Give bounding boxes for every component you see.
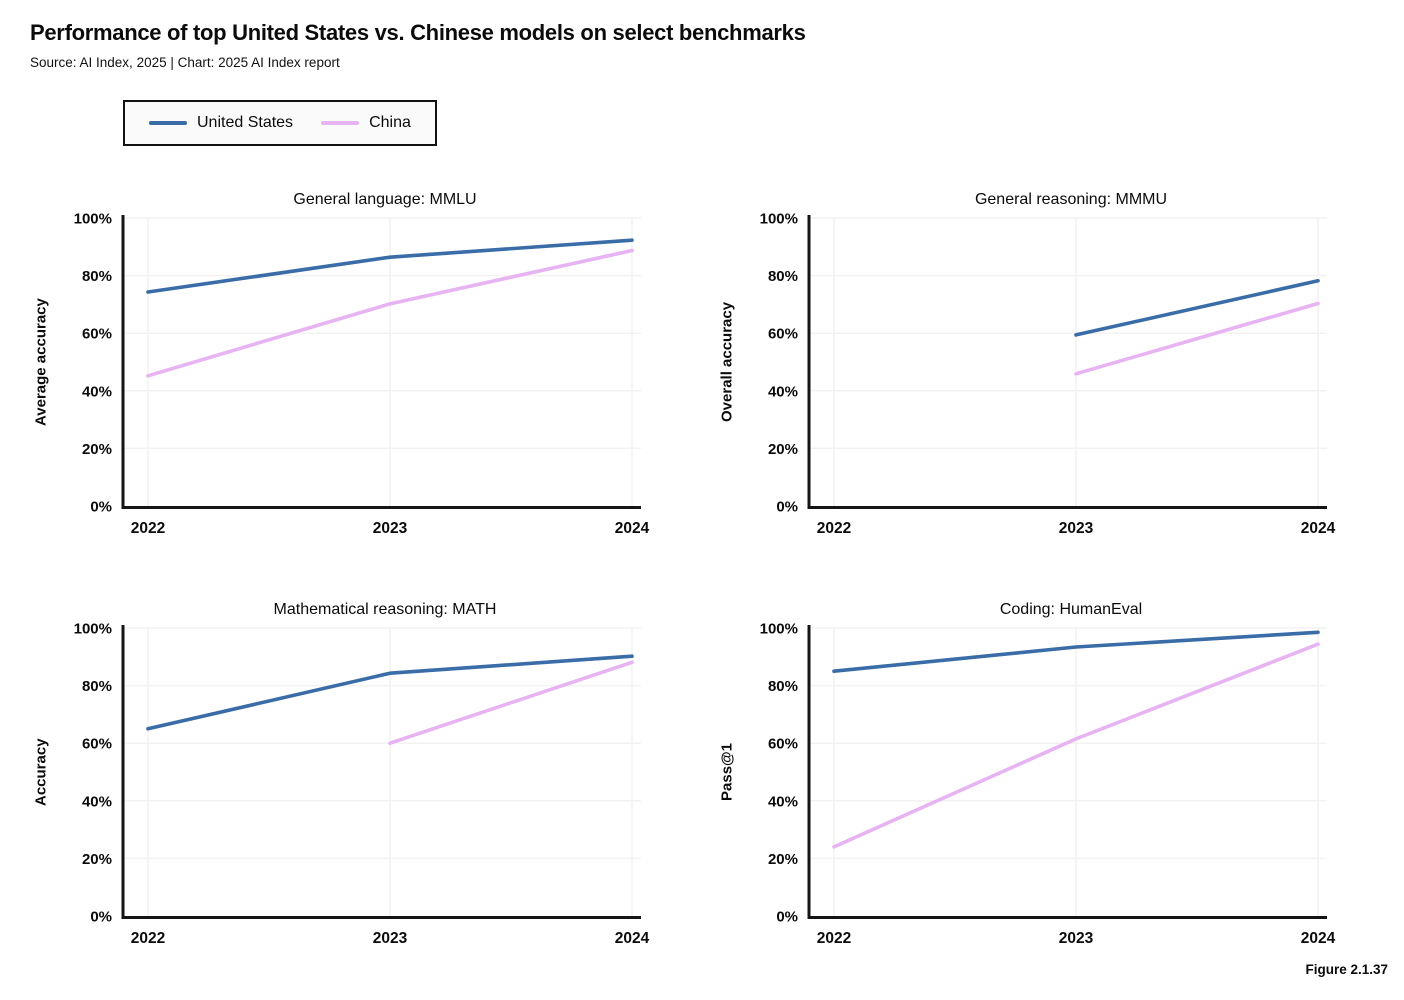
y-tick-label: 80% (82, 678, 112, 695)
y-tick-label: 60% (82, 736, 112, 753)
y-tick-label: 0% (90, 499, 112, 516)
data-line-china (832, 642, 1320, 849)
data-line-china (1074, 301, 1320, 376)
x-tick-label: 2024 (1301, 930, 1336, 947)
y-tick-label: 100% (74, 621, 112, 638)
y-tick-label: 40% (768, 793, 798, 810)
y-tick-label: 0% (776, 499, 798, 516)
chart-title-mmmu: General reasoning: MMMU (974, 191, 1168, 208)
y-tick-label: 100% (74, 211, 112, 228)
chart-humaneval: 0% 20% 40% 60% 80% 100% 2022 2023 2024 (760, 621, 1336, 948)
data-line-united-states (146, 238, 634, 294)
chart-legend: United States China (123, 100, 437, 146)
x-tick-label: 2023 (1059, 930, 1094, 947)
data-line-china (388, 660, 634, 745)
y-tick-label: 20% (768, 441, 798, 458)
x-tick-label: 2023 (373, 930, 408, 947)
x-tick-label: 2023 (373, 520, 408, 537)
legend-label: China (369, 114, 411, 131)
china-line-swatch-icon (321, 121, 360, 125)
y-tick-label: 0% (90, 909, 112, 926)
x-tick-label: 2022 (817, 930, 851, 947)
y-tick-label: 60% (82, 326, 112, 343)
figure-label: Figure 2.1.37 (1305, 962, 1388, 977)
chart-title-math: Mathematical reasoning: MATH (273, 601, 497, 618)
data-line-united-states (146, 654, 634, 731)
legend-label: United States (197, 114, 294, 131)
y-tick-label: 80% (768, 268, 798, 285)
y-tick-label: 40% (768, 383, 798, 400)
y-tick-label: 60% (768, 736, 798, 753)
y-tick-label: 80% (768, 678, 798, 695)
chart-mmmu: 0% 20% 40% 60% 80% 100% 2022 2023 2024 (760, 211, 1336, 538)
y-tick-label: 100% (760, 621, 798, 638)
x-tick-label: 2024 (1301, 520, 1336, 537)
x-tick-label: 2022 (131, 930, 165, 947)
legend-item-united-states: United States (149, 114, 293, 132)
y-tick-label: 20% (82, 851, 112, 868)
x-tick-label: 2022 (131, 520, 165, 537)
data-line-china (146, 248, 634, 378)
y-tick-label: 80% (82, 268, 112, 285)
y-tick-label: 0% (776, 909, 798, 926)
y-tick-label: 40% (82, 793, 112, 810)
data-line-united-states (1074, 278, 1320, 337)
united-states-line-swatch-icon (149, 121, 187, 125)
legend-item-china: China (321, 114, 411, 132)
page-title: Performance of top United States vs. Chi… (30, 20, 806, 45)
x-tick-label: 2024 (615, 520, 650, 537)
x-tick-label: 2023 (1059, 520, 1094, 537)
y-tick-label: 20% (768, 851, 798, 868)
x-tick-label: 2024 (615, 930, 650, 947)
chart-math: 0% 20% 40% 60% 80% 100% 2022 2023 2024 (74, 621, 650, 948)
y-tick-label: 100% (760, 211, 798, 228)
page-subtitle: Source: AI Index, 2025 | Chart: 2025 AI … (30, 55, 340, 70)
y-tick-label: 60% (768, 326, 798, 343)
x-tick-label: 2022 (817, 520, 851, 537)
y-tick-label: 20% (82, 441, 112, 458)
data-line-united-states (832, 630, 1320, 674)
chart-title-mmlu: General language: MMLU (293, 191, 477, 208)
chart-title-humaneval: Coding: HumanEval (999, 601, 1143, 618)
y-tick-label: 40% (82, 383, 112, 400)
chart-mmlu: 0% 20% 40% 60% 80% 100% 2022 2023 2024 (74, 211, 650, 538)
